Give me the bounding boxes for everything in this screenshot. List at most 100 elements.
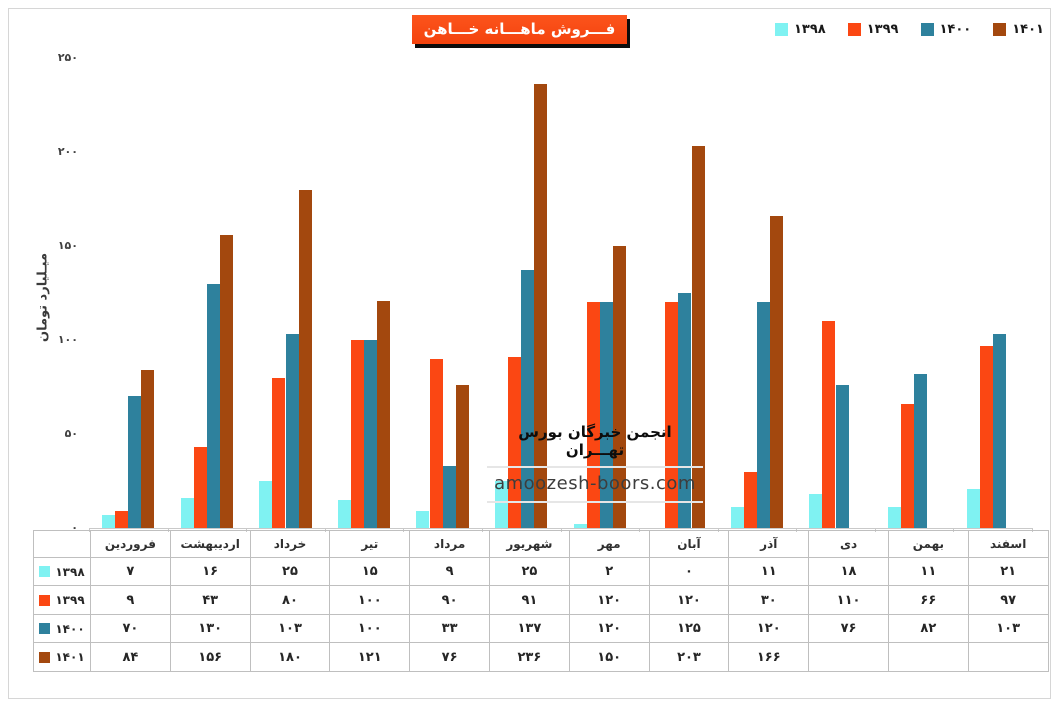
table-value-cell: ۱۸۰: [249, 642, 331, 672]
y-tick-label: ۲۰۰: [57, 145, 78, 158]
table-value-cell: ۸۰: [249, 585, 331, 615]
data-table: فروردین اردیبهشت خرداد تیر مرداد شهریور مهر آبا…: [33, 530, 1049, 672]
table-value-cell: ۷۶: [409, 642, 490, 672]
table-value-cell: [808, 642, 889, 672]
bar-۱۴۰۱-اردیبهشت: [220, 234, 234, 528]
bar-۱۴۰۱-خرداد: [298, 189, 312, 528]
watermark-association-text: انجمن خبرگان بورس تهـــران: [518, 423, 672, 459]
month-header-cell: خرداد: [249, 530, 331, 558]
legend-swatch: [775, 23, 788, 36]
legend-label: ۱۴۰۱: [1012, 22, 1044, 37]
month-header-cell: آبان: [648, 530, 730, 558]
month-header-cell: فروردین: [90, 530, 171, 558]
bar-۱۴۰۱-آبان: [691, 146, 705, 528]
series-year-label: ۱۴۰۰: [55, 621, 85, 636]
legend-item-۱۴۰۰: ۱۴۰۰: [920, 22, 972, 37]
table-value-cell: ۲۱: [967, 556, 1049, 587]
y-tick-label: ۱۰۰: [57, 333, 78, 346]
x-axis-tick: [324, 528, 326, 532]
legend-label: ۱۳۹۸: [794, 22, 826, 37]
bar-۱۴۰۰-تیر: [364, 340, 378, 528]
bar-۱۳۹۸-فروردین: [102, 514, 116, 528]
table-value-cell: ۱۲۰: [568, 613, 650, 644]
x-axis-tick: [481, 528, 483, 532]
bar-۱۳۹۸-اردیبهشت: [180, 497, 194, 528]
table-value-cell: ۱۲۵: [648, 613, 730, 644]
watermark-divider-top: [487, 466, 703, 468]
bar-۱۴۰۱-تیر: [377, 300, 391, 528]
legend-label: ۱۴۰۰: [939, 22, 972, 37]
table-value-cell: ۱۱: [728, 556, 810, 587]
bar-۱۴۰۱-مهر: [612, 246, 626, 528]
table-value-cell: ۷۶: [808, 613, 889, 644]
table-value-cell: ۰: [648, 556, 730, 587]
table-value-cell: ۴۳: [169, 585, 251, 615]
month-header-cell: شهریور: [488, 530, 570, 558]
legend-item-۱۳۹۹: ۱۳۹۹: [847, 22, 899, 37]
legend-label: ۱۳۹۹: [866, 22, 899, 37]
x-axis-tick: [874, 528, 876, 532]
legend-swatch: [847, 23, 861, 36]
series-row-۱۴۰۱: ۱۴۰۱ ۸۴ ۱۵۶ ۱۸۰ ۱۲۱ ۷۶ ۲۳۶ ۱۵۰ ۲۰۳ ۱۶۶: [33, 642, 1049, 672]
table-value-cell: ۱۰۰: [329, 585, 411, 615]
x-axis-tick: [717, 528, 719, 532]
table-value-cell: ۱۵۶: [169, 642, 251, 672]
bar-۱۴۰۰-مهر: [599, 302, 613, 528]
x-axis-tick: [1032, 528, 1033, 532]
y-tick-label: ۵۰: [64, 427, 78, 440]
table-value-cell: ۱۰۳: [249, 613, 331, 644]
watermark-divider-bottom: [487, 501, 703, 503]
bar-۱۳۹۸-مرداد: [416, 511, 430, 528]
table-value-cell: ۹: [90, 585, 171, 615]
series-year-label: ۱۳۹۸: [55, 564, 85, 579]
bar-۱۳۹۸-خرداد: [259, 481, 273, 528]
table-value-cell: ۱۱۰: [808, 585, 889, 615]
table-value-cell: ۸۴: [90, 642, 171, 672]
table-value-cell: ۶۶: [887, 585, 969, 615]
x-axis-tick: [953, 528, 955, 532]
table-value-cell: [967, 642, 1049, 672]
bar-۱۳۹۹-مرداد: [429, 358, 443, 528]
bar-۱۴۰۰-خرداد: [285, 334, 299, 528]
x-axis-tick: [796, 528, 798, 532]
bar-۱۴۰۰-شهریور: [521, 270, 535, 528]
table-value-cell: ۱۵۰: [568, 642, 650, 672]
legend-swatch: [920, 23, 934, 36]
table-value-cell: ۹: [409, 556, 490, 587]
x-axis-tick: [560, 528, 562, 532]
bar-۱۳۹۹-دی: [822, 321, 836, 528]
table-value-cell: ۲۰۳: [648, 642, 730, 672]
x-axis-tick: [403, 528, 405, 532]
table-value-cell: ۱۰۳: [967, 613, 1049, 644]
legend-item-۱۴۰۱: ۱۴۰۱: [993, 22, 1044, 37]
bar-۱۳۹۸-دی: [809, 494, 823, 528]
chart-title: فـــروش ماهـــانه خـــاهن: [412, 15, 627, 44]
series-row-header: ۱۳۹۸: [33, 556, 91, 587]
table-value-cell: ۱۶۶: [728, 642, 810, 672]
bar-۱۴۰۰-بهمن: [914, 373, 928, 528]
series-swatch: [39, 651, 51, 663]
table-value-cell: ۱۶: [169, 556, 251, 587]
bar-۱۳۹۹-مهر: [586, 302, 600, 528]
series-swatch: [39, 566, 51, 578]
plot-area: [89, 50, 1033, 532]
series-row-۱۴۰۰: ۱۴۰۰ ۷۰ ۱۳۰ ۱۰۳ ۱۰۰ ۳۳ ۱۳۷ ۱۲۰ ۱۲۵ ۱۲۰ ۷۶ ۸۲ ۱۰۳: [33, 613, 1049, 644]
y-tick-label: ۱۵۰: [57, 239, 78, 252]
bar-۱۳۹۹-فروردین: [115, 511, 129, 528]
bar-۱۴۰۱-آذر: [770, 215, 784, 528]
table-value-cell: ۹۷: [967, 585, 1049, 615]
bar-۱۳۹۸-مهر: [573, 524, 587, 528]
table-value-cell: ۷۰: [90, 613, 171, 644]
bar-۱۳۹۸-بهمن: [887, 507, 901, 528]
series-row-۱۳۹۸: ۱۳۹۸ ۷ ۱۶ ۲۵ ۱۵ ۹ ۲۵ ۲ ۰ ۱۱ ۱۸ ۱۱ ۲۱: [33, 556, 1049, 587]
bar-۱۳۹۹-اردیبهشت: [193, 447, 207, 528]
bar-۱۴۰۰-دی: [835, 385, 849, 528]
table-value-cell: ۲۵: [488, 556, 570, 587]
watermark: انجمن خبرگان بورس تهـــران amoozesh-boor…: [487, 423, 703, 508]
y-tick-label: ۰: [71, 521, 78, 534]
table-corner-cell: [33, 530, 91, 558]
legend: ۱۳۹۸ ۱۳۹۹ ۱۴۰۰ ۱۴۰۱: [775, 22, 1044, 37]
bar-۱۳۹۹-خرداد: [272, 377, 286, 528]
month-header-cell: بهمن: [887, 530, 969, 558]
